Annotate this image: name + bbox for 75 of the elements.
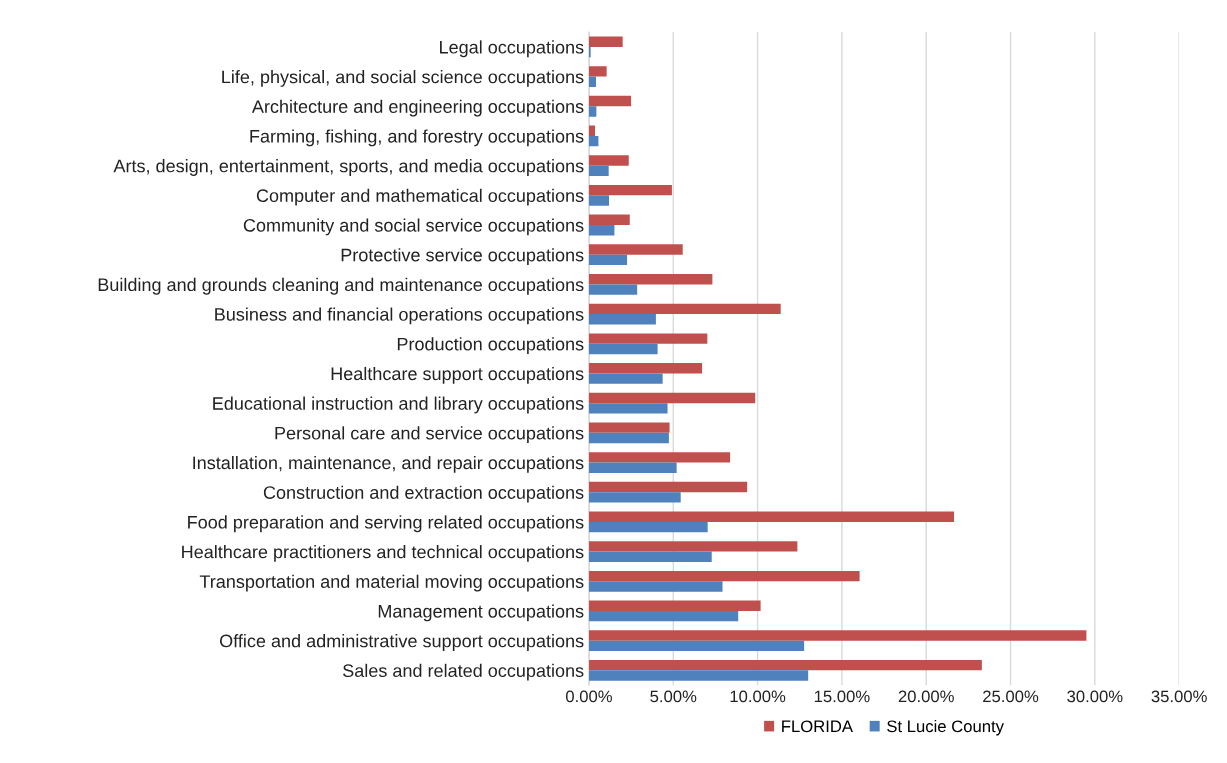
x-tick-label: 10.00% — [730, 690, 786, 703]
bar — [588, 581, 723, 592]
y-tick-label: Food preparation and serving related occupations — [188, 515, 584, 533]
bar — [588, 570, 860, 582]
y-tick-label: Management occupations — [378, 604, 584, 622]
legend-label: St Lucie County — [887, 719, 1004, 736]
x-tick-label: 30.00% — [1067, 690, 1123, 703]
bar — [588, 314, 656, 325]
x-tick-label: 20.00% — [898, 690, 954, 703]
y-tick-label: Computer and mathematical occupations — [256, 188, 584, 206]
y-tick-label: Building and grounds cleaning and maintenance occupations — [98, 277, 584, 295]
bar — [588, 521, 708, 533]
bar — [588, 659, 982, 671]
y-tick-label: Protective service occupations — [341, 248, 584, 265]
legend-label: FLORIDA — [782, 720, 853, 733]
bar — [588, 363, 703, 374]
bar — [588, 214, 630, 226]
bar — [588, 432, 669, 444]
bar — [588, 225, 615, 236]
y-tick-label: Office and administrative support occupations — [219, 634, 584, 651]
bar — [588, 610, 739, 622]
x-tick-label: 15.00% — [814, 690, 870, 703]
y-tick-label: Healthcare support occupations — [331, 366, 584, 384]
y-tick-label: Construction and extraction occupations — [263, 485, 584, 503]
y-tick-label: Business and financial operations occupations — [215, 307, 584, 325]
bar — [588, 36, 623, 47]
y-tick-label: Life, physical, and social science occupations — [222, 70, 584, 87]
bar — [588, 244, 683, 255]
bar — [588, 600, 761, 611]
bar — [588, 392, 756, 404]
x-tick-label: 5.00% — [650, 690, 697, 703]
y-tick-label: Farming, fishing, and forestry occupations — [250, 129, 584, 147]
bar — [588, 125, 596, 136]
bar — [588, 640, 805, 652]
bar — [588, 481, 748, 493]
bar — [588, 95, 632, 107]
bar — [588, 630, 1087, 641]
bar — [588, 373, 663, 384]
bar — [588, 422, 670, 433]
bar — [588, 284, 638, 295]
bar — [588, 155, 629, 166]
bar — [588, 106, 597, 117]
bar — [588, 670, 809, 681]
bar — [588, 184, 672, 196]
bar — [588, 165, 609, 177]
bar — [588, 492, 681, 503]
bar — [588, 333, 708, 344]
y-tick-label: Transportation and material moving occupations — [199, 574, 584, 592]
y-tick-label: Personal care and service occupations — [275, 426, 584, 444]
x-tick-label: 0.00% — [565, 690, 612, 703]
bar — [588, 135, 599, 147]
y-tick-label: Healthcare practitioners and technical occupations — [182, 545, 584, 562]
bar — [588, 551, 712, 562]
bar — [588, 76, 597, 87]
x-tick-label: 25.00% — [983, 690, 1039, 703]
y-tick-label: Arts, design, entertainment, sports, and media occupations — [113, 159, 584, 176]
bar — [588, 66, 607, 77]
y-tick-label: Installation, maintenance, and repair occupations — [193, 455, 584, 473]
y-tick-label: Legal occupations — [440, 40, 584, 58]
bar — [588, 452, 731, 463]
bar — [588, 254, 628, 266]
bar — [588, 303, 781, 315]
y-tick-label: Educational instruction and library occupations — [213, 396, 584, 414]
y-tick-label: Architecture and engineering occupations — [251, 99, 584, 117]
bar — [588, 541, 798, 552]
y-tick-label: Community and social service occupations — [243, 218, 584, 236]
bar — [588, 195, 610, 206]
bar — [588, 343, 658, 355]
bar — [588, 274, 713, 285]
bar — [588, 511, 955, 522]
y-tick-label: Production occupations — [397, 337, 584, 355]
bar — [588, 462, 677, 473]
y-tick-label: Sales and related occupations — [343, 663, 584, 681]
x-tick-label: 35.00% — [1151, 690, 1207, 703]
bar — [588, 403, 668, 414]
